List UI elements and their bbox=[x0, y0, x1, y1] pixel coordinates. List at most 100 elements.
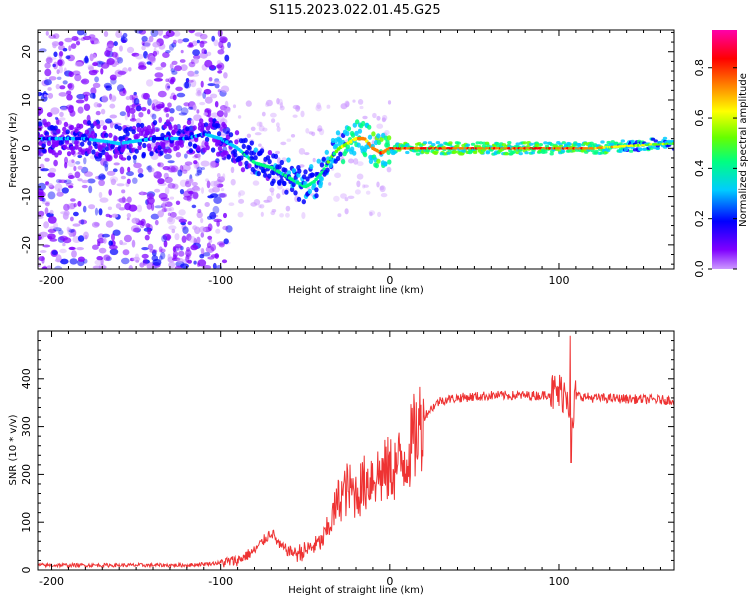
spectrogram-cell bbox=[77, 256, 85, 262]
spectrogram-cell bbox=[345, 144, 350, 150]
spectrogram-cell bbox=[276, 98, 280, 105]
spectrogram-cell bbox=[144, 130, 150, 136]
spectrogram-cell bbox=[160, 252, 166, 260]
spectrogram-cell bbox=[192, 58, 199, 64]
spectrogram-cell bbox=[163, 207, 168, 212]
spectrogram-cell bbox=[282, 180, 287, 187]
spectrogram-cell bbox=[196, 166, 203, 174]
spectrogram-cell bbox=[216, 151, 221, 157]
spectrogram-cell bbox=[60, 139, 65, 145]
spectrogram-cell bbox=[172, 250, 179, 258]
spectrogram-cell bbox=[125, 126, 130, 133]
spectrogram-cell bbox=[125, 131, 130, 137]
spectrogram-cell bbox=[620, 139, 625, 143]
spectrogram-cell bbox=[470, 142, 476, 146]
spectrogram-cell bbox=[58, 179, 68, 184]
spectrogram-cell bbox=[93, 102, 100, 108]
spectrogram-cell bbox=[273, 153, 279, 159]
spectrogram-cell bbox=[70, 149, 76, 155]
spectrogram-cell bbox=[431, 143, 436, 147]
spectrogram-cell bbox=[237, 192, 241, 198]
spectrogram-cell bbox=[100, 258, 104, 266]
spectrogram-cell bbox=[89, 92, 96, 99]
spectrogram-cell bbox=[48, 167, 57, 173]
spectrogram-cell bbox=[188, 178, 193, 185]
spectrogram-cell bbox=[118, 136, 123, 142]
spectrogram-cell bbox=[385, 142, 391, 148]
spectrogram-cell bbox=[194, 32, 203, 37]
spectrogram-cell bbox=[74, 140, 79, 146]
spectrogram-cell bbox=[116, 183, 125, 187]
spectrogram-ridge-cell bbox=[332, 151, 337, 156]
spectrogram-cell bbox=[57, 188, 61, 196]
spectrogram-cell bbox=[317, 128, 323, 132]
spectrogram-cell bbox=[110, 144, 115, 150]
spectrogram-cell bbox=[62, 47, 68, 52]
snr-ytick-label: 400 bbox=[20, 368, 33, 389]
spectrogram-cell bbox=[61, 187, 69, 194]
spectrogram-cell bbox=[163, 240, 168, 248]
spectrogram-cell bbox=[315, 104, 322, 112]
spectrogram-cell bbox=[181, 164, 191, 172]
spectrogram-cell bbox=[120, 147, 125, 153]
spectrogram-cell bbox=[194, 70, 199, 75]
spectrogram-cell bbox=[95, 110, 101, 116]
spectrogram-cell bbox=[150, 113, 155, 118]
spectrogram-cell bbox=[94, 259, 102, 266]
spectrogram-cell bbox=[204, 202, 210, 207]
spectrogram-cell bbox=[157, 90, 167, 98]
spectrogram-cell bbox=[387, 100, 392, 105]
spectrogram-cell bbox=[283, 167, 288, 173]
spectrogram-cell bbox=[224, 54, 230, 62]
spectrogram-cell bbox=[78, 146, 83, 152]
spectrogram-cell bbox=[129, 118, 137, 122]
spectrogram-cell bbox=[118, 154, 124, 160]
spectrogram-cell bbox=[567, 142, 572, 146]
spectrogram-cell bbox=[199, 101, 206, 106]
spectrogram-cell bbox=[81, 166, 89, 174]
spectrogram-cell bbox=[200, 217, 204, 224]
spectrogram-cell bbox=[82, 119, 88, 125]
spectrogram-cell bbox=[192, 49, 201, 56]
spectrogram-cell bbox=[102, 142, 107, 148]
spectrogram-cell bbox=[169, 63, 174, 70]
spectrogram-cell bbox=[133, 158, 137, 164]
colorbar-tick-label: 0.6 bbox=[693, 109, 706, 127]
spectrogram-cell bbox=[234, 139, 239, 145]
spectrogram-cell bbox=[109, 176, 119, 183]
spectrogram-cell bbox=[363, 184, 369, 188]
spectrogram-cell bbox=[174, 265, 182, 269]
spectrogram-cell bbox=[613, 141, 618, 145]
spectrogram-cell bbox=[146, 125, 152, 131]
spectrogram-cell bbox=[204, 136, 210, 143]
spectrogram-cell bbox=[208, 77, 213, 82]
spectrogram-cell bbox=[227, 41, 231, 49]
spectrogram-cell bbox=[207, 256, 215, 260]
spectrogram-cell bbox=[246, 133, 252, 138]
spectrogram-cell bbox=[64, 156, 68, 165]
spectrogram-cell bbox=[122, 32, 128, 38]
spectrogram-cell bbox=[157, 30, 163, 36]
spectrogram-ylabel: Frequency (Hz) bbox=[8, 112, 19, 188]
spectrogram-cell bbox=[270, 112, 277, 118]
spectrogram-cell bbox=[630, 146, 635, 150]
spectrogram-cell bbox=[147, 109, 151, 115]
spectrogram-cell bbox=[113, 135, 118, 141]
spectrogram-cell bbox=[63, 210, 70, 216]
spectrogram-cell bbox=[68, 45, 72, 52]
spectrogram-cell bbox=[204, 59, 213, 68]
spectrogram-ridge-cell bbox=[326, 160, 331, 164]
spectrogram-cell bbox=[265, 99, 273, 107]
spectrogram-cell bbox=[88, 145, 93, 151]
spectrogram-cell bbox=[207, 235, 213, 240]
spectrogram-cell bbox=[267, 173, 272, 179]
spectrogram-cell bbox=[68, 71, 74, 78]
spectrogram-cell bbox=[356, 180, 361, 188]
spectrogram-cell bbox=[238, 198, 245, 204]
spectrogram-cell bbox=[140, 190, 144, 196]
spectrogram-cell bbox=[106, 154, 112, 160]
spectrogram-cell bbox=[168, 206, 175, 212]
spectrogram-cell bbox=[100, 62, 110, 69]
